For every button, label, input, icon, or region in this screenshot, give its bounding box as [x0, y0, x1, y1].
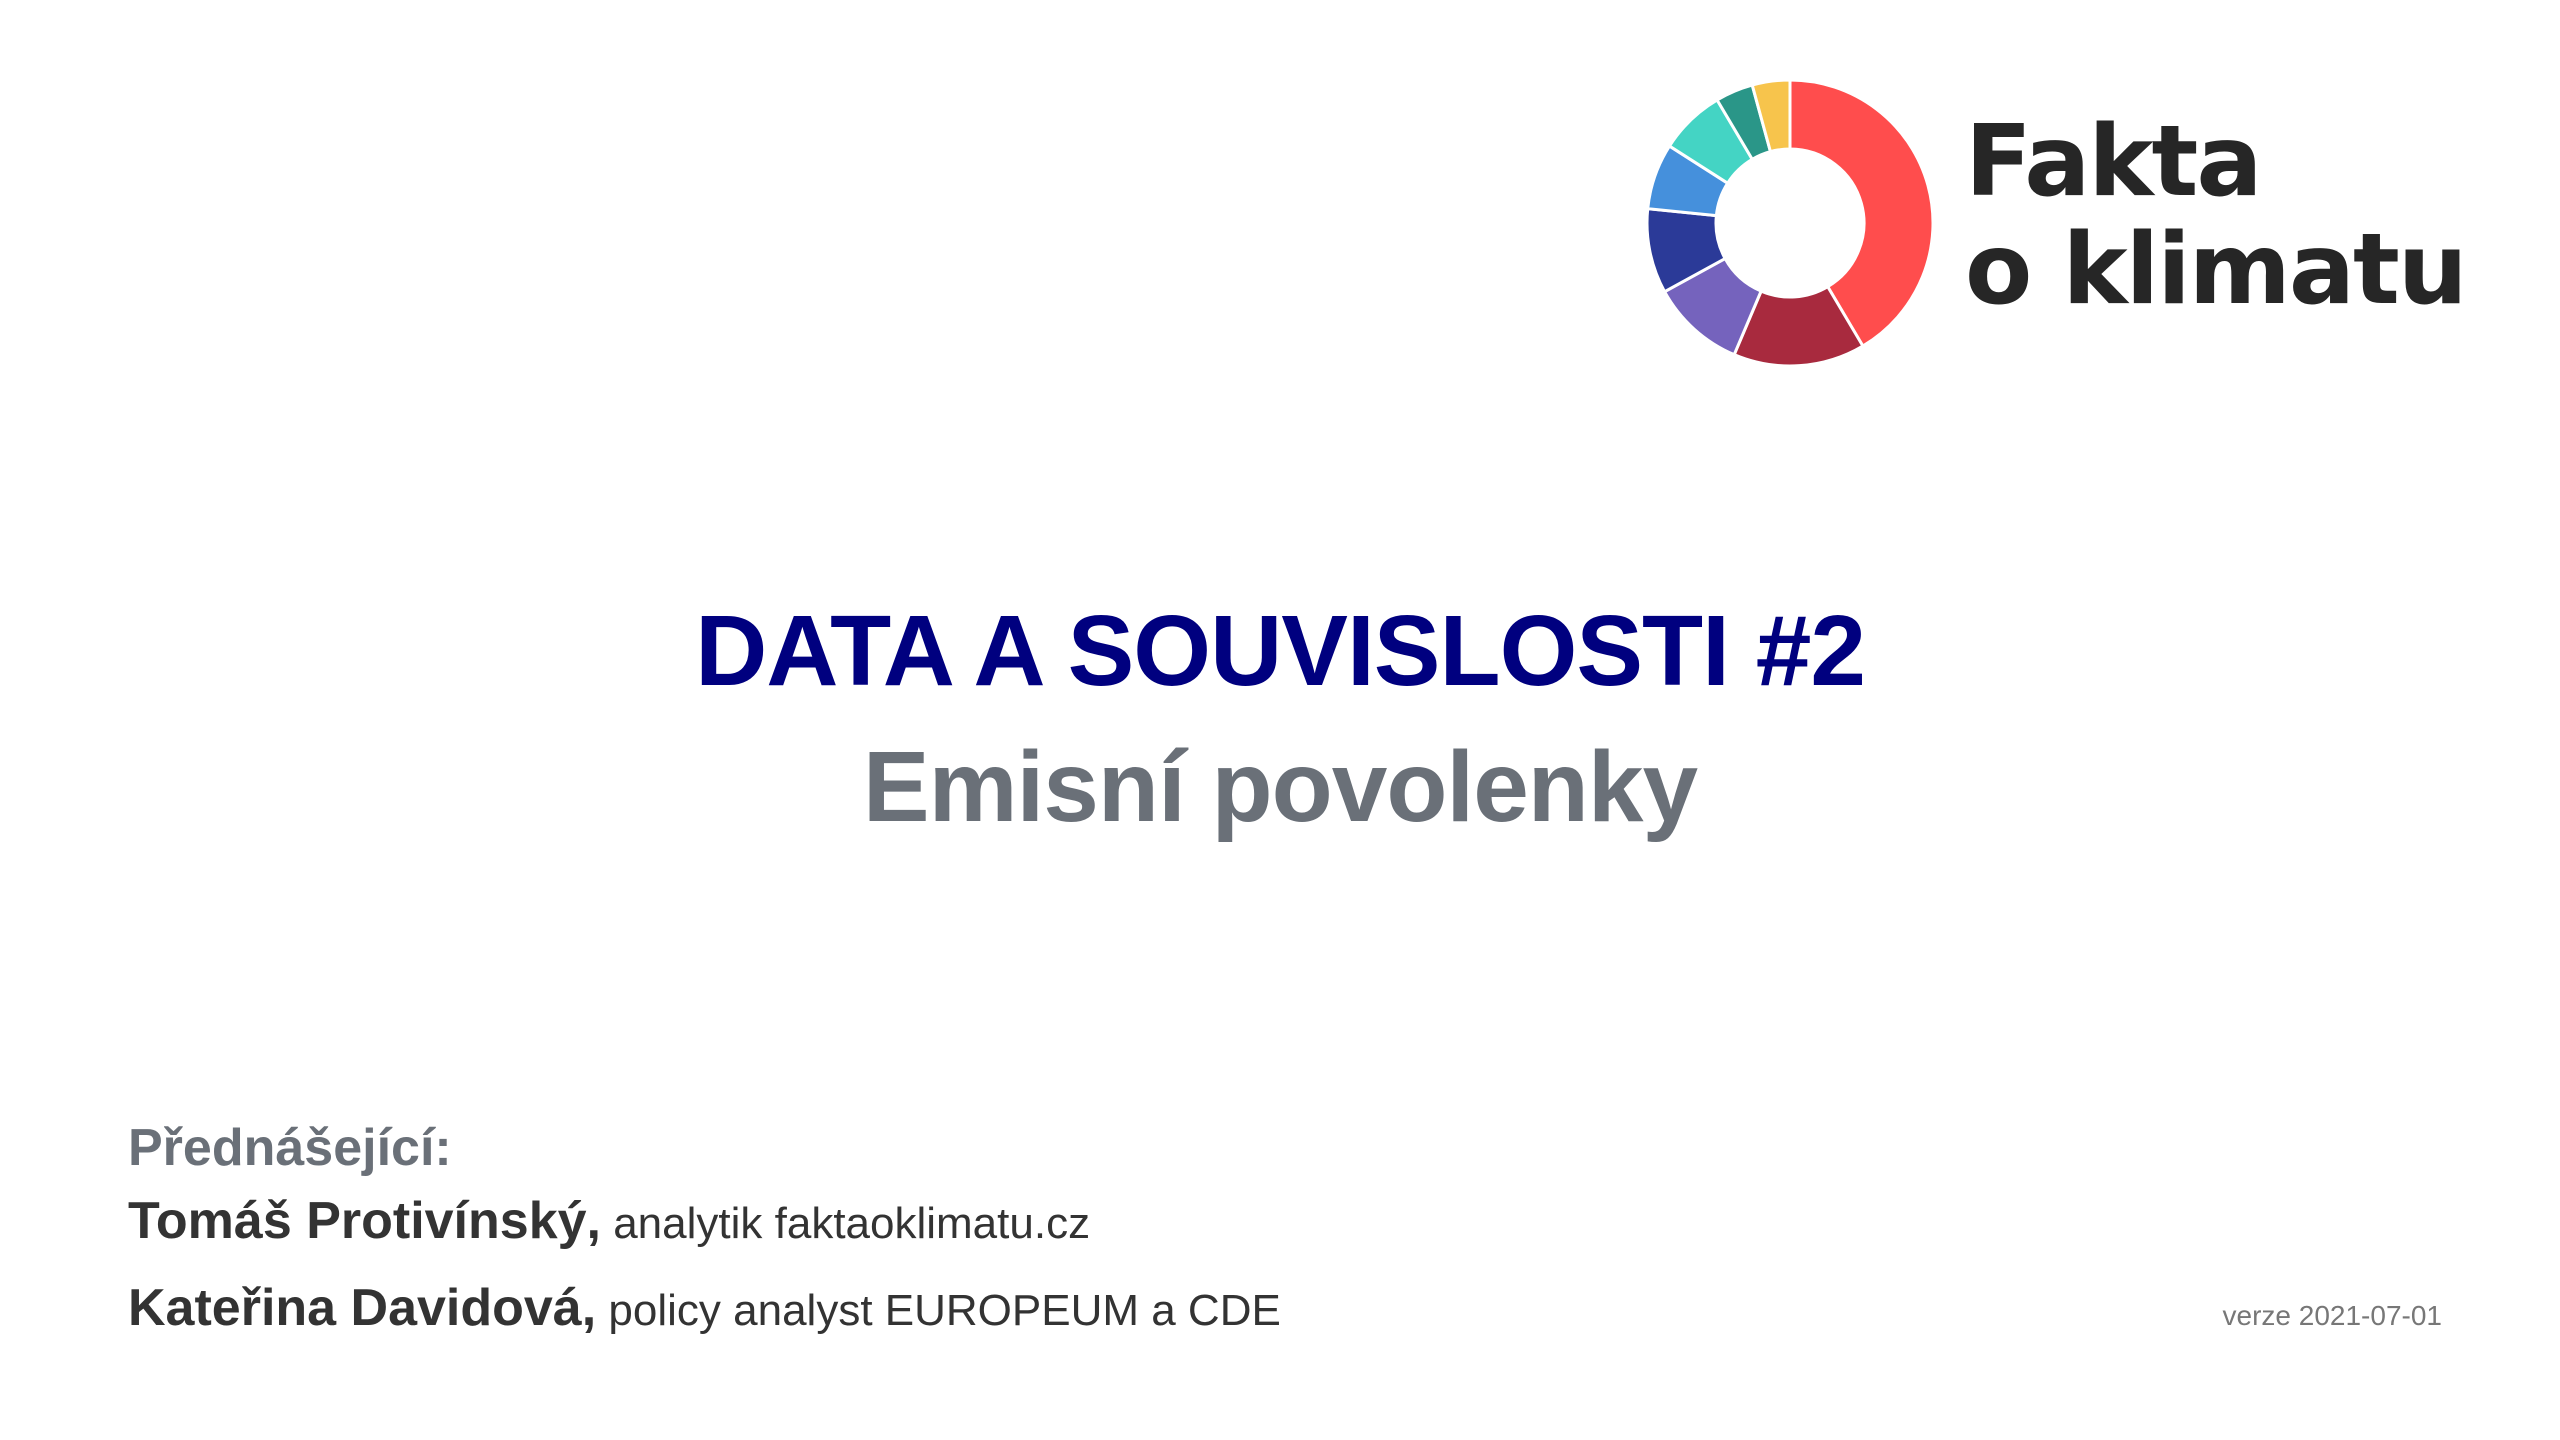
presenter-role: analytik faktaoklimatu.cz [600, 1199, 1091, 1248]
logo-wordmark: Fakta o klimatu [1965, 105, 2468, 327]
title-block: DATA A SOUVISLOSTI #2 Emisní povolenky [0, 585, 2560, 857]
presenter-role: policy analyst EUROPEUM a CDE [596, 1286, 1281, 1335]
version-label: verze 2021-07-01 [2222, 1300, 2442, 1331]
presenter-1: Tomáš Protivínský, analytik faktaoklimat… [128, 1184, 1281, 1271]
donut-segment-1 [1788, 78, 1935, 349]
main-title: DATA A SOUVISLOSTI #2 [695, 595, 1866, 707]
logo-line-1: Fakta [1965, 105, 2262, 219]
subtitle: Emisní povolenky [862, 731, 1698, 843]
presenter-2: Kateřina Davidová, policy analyst EUROPE… [128, 1271, 1281, 1358]
donut-segment-8 [1750, 78, 1792, 154]
presenter-name: Kateřina Davidová, [128, 1279, 597, 1337]
donut-chart-logo-icon [1645, 78, 1935, 368]
presenters-label: Přednášející: [128, 1119, 452, 1177]
presenter-name: Tomáš Protivínský, [128, 1192, 601, 1250]
presenters-section: Přednášející: Tomáš Protivínský, analyti… [128, 1112, 1281, 1358]
logo-line-2: o klimatu [1965, 213, 2468, 327]
fakta-o-klimatu-logo: Fakta o klimatu [1640, 68, 2468, 368]
